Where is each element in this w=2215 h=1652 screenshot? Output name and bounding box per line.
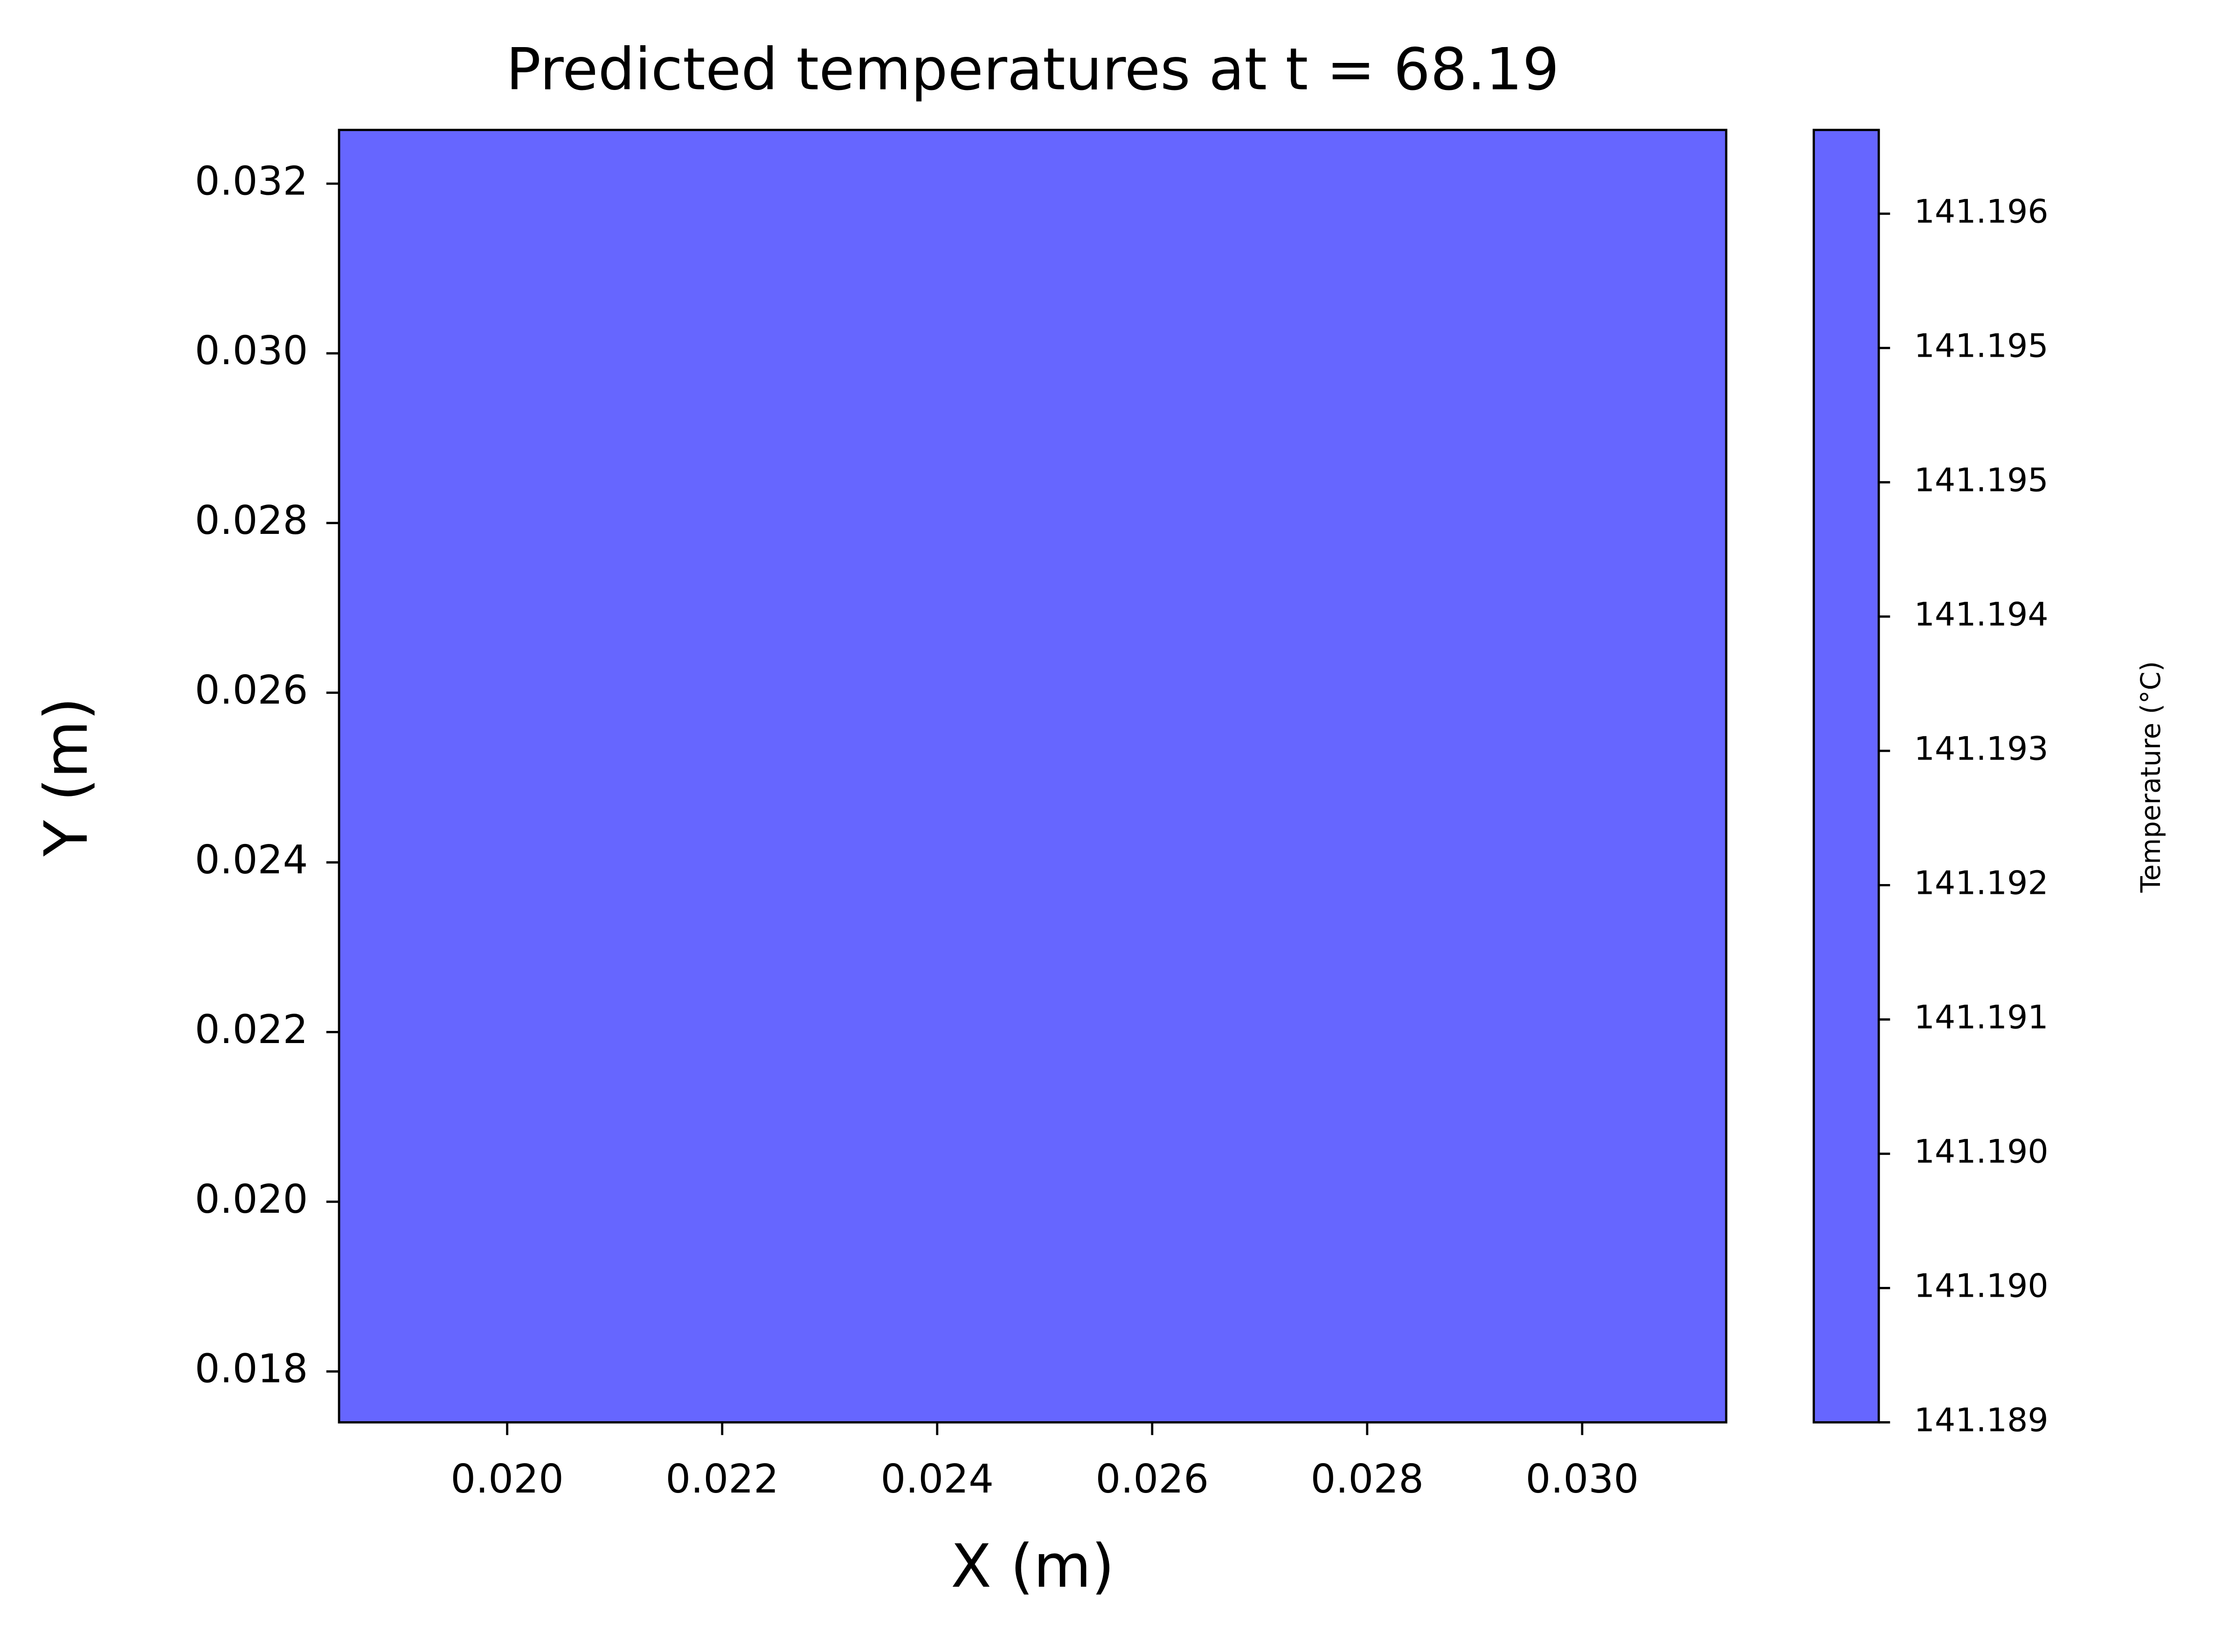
colorbar-tick-label: 141.192 — [1914, 864, 2049, 902]
colorbar-tick-label: 141.195 — [1914, 461, 2049, 499]
x-tick-label: 0.026 — [1095, 1456, 1209, 1502]
colorbar-label: Temperature (°C) — [2135, 661, 2167, 893]
y-tick-label: 0.024 — [195, 837, 308, 883]
x-tick-label: 0.024 — [880, 1456, 994, 1502]
x-tick-label: 0.030 — [1526, 1456, 1639, 1502]
y-tick-label: 0.020 — [195, 1176, 308, 1223]
colorbar-tick-label: 141.190 — [1914, 1133, 2049, 1170]
x-axis-label: X (m) — [951, 1532, 1114, 1601]
y-tick-label: 0.030 — [195, 328, 308, 374]
y-axis-label: Y (m) — [32, 697, 101, 857]
y-tick-label: 0.028 — [195, 498, 308, 544]
colorbar-tick-label: 141.193 — [1914, 730, 2049, 767]
chart-title: Predicted temperatures at t = 68.19 — [506, 36, 1559, 104]
y-tick-label: 0.026 — [195, 667, 308, 713]
y-tick-label: 0.022 — [195, 1007, 308, 1053]
colorbar — [1813, 129, 1880, 1424]
y-tick-label: 0.018 — [195, 1346, 308, 1392]
colorbar-tick-label: 141.194 — [1914, 595, 2049, 633]
x-tick-label: 0.022 — [665, 1456, 779, 1502]
plot-frame — [338, 129, 1728, 1424]
x-tick-label: 0.028 — [1310, 1456, 1424, 1502]
y-tick-label: 0.032 — [195, 158, 308, 204]
heatmap-cell — [339, 130, 1726, 1423]
colorbar-tick-label: 141.191 — [1914, 998, 2049, 1036]
colorbar-tick-label: 141.195 — [1914, 327, 2049, 365]
colorbar-tick-label: 141.196 — [1914, 193, 2049, 230]
colorbar-tick-label: 141.189 — [1914, 1401, 2049, 1439]
colorbar-tick-label: 141.190 — [1914, 1267, 2049, 1305]
x-tick-label: 0.020 — [450, 1456, 564, 1502]
